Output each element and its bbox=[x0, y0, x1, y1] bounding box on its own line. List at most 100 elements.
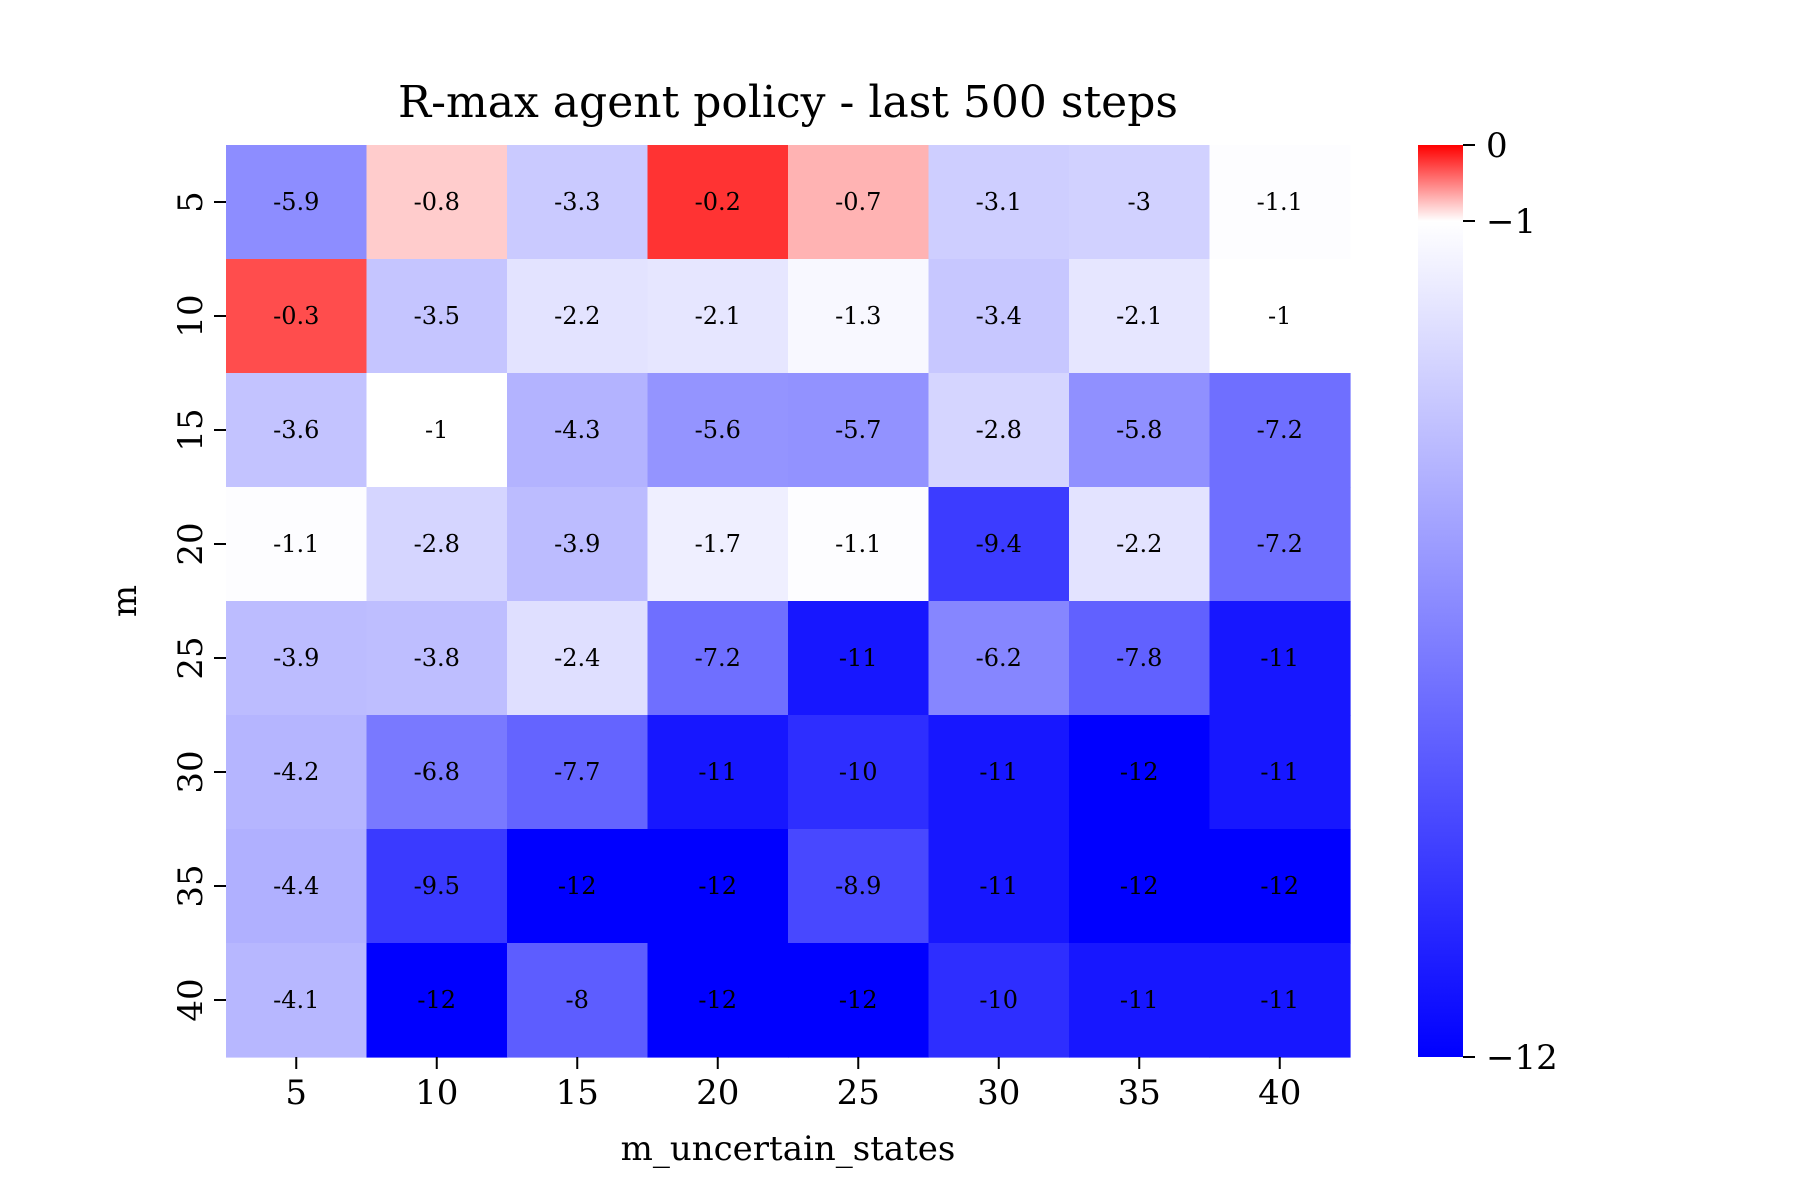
cell-value-label: -0.7 bbox=[835, 188, 881, 216]
heatmap-cell bbox=[788, 715, 930, 830]
cell-value-label: -11 bbox=[979, 758, 1018, 786]
heatmap-cell bbox=[1209, 943, 1351, 1058]
cell-value-label: -3.8 bbox=[414, 644, 460, 672]
cell-value-label: -5.8 bbox=[1116, 416, 1162, 444]
heatmap-cell bbox=[507, 373, 649, 488]
cell-value-label: -9.4 bbox=[976, 530, 1022, 558]
heatmap-cell bbox=[507, 943, 649, 1058]
x-tick-label: 10 bbox=[415, 1073, 458, 1113]
y-tick-label: 20 bbox=[171, 522, 211, 565]
heatmap-cell bbox=[928, 829, 1070, 944]
heatmap-cell bbox=[647, 487, 789, 602]
y-tick-label: 10 bbox=[171, 294, 211, 337]
cell-value-label: -11 bbox=[698, 758, 737, 786]
colorbar-tick-label: −1 bbox=[1486, 202, 1536, 242]
cell-value-label: -1.1 bbox=[273, 530, 319, 558]
cell-value-label: -4.1 bbox=[273, 986, 319, 1014]
cell-value-label: -2.2 bbox=[1116, 530, 1162, 558]
cell-value-label: -12 bbox=[558, 872, 597, 900]
x-tick-label: 35 bbox=[1118, 1073, 1161, 1113]
heatmap-cell bbox=[1209, 373, 1351, 488]
cell-value-label: -3 bbox=[1128, 188, 1151, 216]
cell-value-label: -2.2 bbox=[554, 302, 600, 330]
heatmap-cell bbox=[1069, 487, 1211, 602]
heatmap-cell bbox=[928, 145, 1070, 260]
y-tick-label: 15 bbox=[171, 408, 211, 451]
heatmap-cell bbox=[507, 259, 649, 374]
heatmap-cell bbox=[366, 145, 508, 260]
heatmap-cell bbox=[1209, 715, 1351, 830]
heatmap-cell bbox=[226, 943, 368, 1058]
heatmap-cell bbox=[647, 145, 789, 260]
cell-value-label: -8 bbox=[566, 986, 589, 1014]
heatmap-cell bbox=[788, 943, 930, 1058]
colorbar: 0 −1 −12 bbox=[1418, 126, 1558, 1078]
cell-value-label: -3.1 bbox=[976, 188, 1022, 216]
y-tick-label: 35 bbox=[171, 864, 211, 907]
heatmap-cell bbox=[366, 373, 508, 488]
heatmap-cell bbox=[1209, 487, 1351, 602]
heatmap-cell bbox=[366, 943, 508, 1058]
heatmap-cell bbox=[928, 715, 1070, 830]
heatmap-cell bbox=[1069, 145, 1211, 260]
chart-title: R-max agent policy - last 500 steps bbox=[398, 77, 1178, 128]
y-tick-label: 30 bbox=[171, 750, 211, 793]
cell-value-label: -12 bbox=[1120, 872, 1159, 900]
y-axis-label: m bbox=[105, 585, 145, 617]
colorbar-tick-label: −12 bbox=[1486, 1038, 1558, 1078]
cell-value-label: -3.3 bbox=[554, 188, 600, 216]
cell-value-label: -1.3 bbox=[835, 302, 881, 330]
cell-value-label: -1 bbox=[425, 416, 448, 444]
x-axis-label: m_uncertain_states bbox=[621, 1129, 956, 1169]
cell-value-label: -1.7 bbox=[695, 530, 741, 558]
cell-value-label: -7.2 bbox=[1257, 530, 1303, 558]
heatmap-cell bbox=[226, 715, 368, 830]
heatmap-cell bbox=[1069, 943, 1211, 1058]
cell-value-label: -2.8 bbox=[976, 416, 1022, 444]
heatmap-cell bbox=[928, 259, 1070, 374]
cell-value-label: -11 bbox=[979, 872, 1018, 900]
cell-value-label: -4.3 bbox=[554, 416, 600, 444]
heatmap-cells bbox=[226, 145, 1351, 1058]
cell-value-label: -1.1 bbox=[835, 530, 881, 558]
heatmap-cell bbox=[928, 943, 1070, 1058]
cell-labels: -5.9 -0.8 -3.3 -0.2 -0.7 -3.1 -3 -1.1 -0.3 -3.5 -2… bbox=[273, 188, 1303, 1014]
cell-value-label: -11 bbox=[1260, 644, 1299, 672]
heatmap-cell bbox=[788, 373, 930, 488]
heatmap-cell bbox=[366, 715, 508, 830]
y-tick-label: 5 bbox=[171, 191, 211, 213]
heatmap-cell bbox=[788, 601, 930, 716]
heatmap-cell bbox=[928, 487, 1070, 602]
cell-value-label: -11 bbox=[1120, 986, 1159, 1014]
heatmap-cell bbox=[647, 943, 789, 1058]
cell-value-label: -6.8 bbox=[414, 758, 460, 786]
heatmap-cell bbox=[788, 829, 930, 944]
y-tick-label: 25 bbox=[171, 636, 211, 679]
x-tick-label: 15 bbox=[556, 1073, 599, 1113]
cell-value-label: -11 bbox=[839, 644, 878, 672]
heatmap-cell bbox=[647, 715, 789, 830]
axes: 5 10 15 20 25 30 35 40 5 10 15 20 25 30 35 40 bbox=[171, 191, 1301, 1113]
cell-value-label: -10 bbox=[979, 986, 1018, 1014]
cell-value-label: -3.9 bbox=[273, 644, 319, 672]
heatmap-cell bbox=[928, 601, 1070, 716]
heatmap-cell bbox=[1209, 601, 1351, 716]
cell-value-label: -5.9 bbox=[273, 188, 319, 216]
cell-value-label: -2.1 bbox=[1116, 302, 1162, 330]
heatmap-cell bbox=[366, 487, 508, 602]
cell-value-label: -2.8 bbox=[414, 530, 460, 558]
heatmap-cell bbox=[226, 829, 368, 944]
cell-value-label: -7.2 bbox=[695, 644, 741, 672]
heatmap-cell bbox=[366, 259, 508, 374]
cell-value-label: -7.8 bbox=[1116, 644, 1162, 672]
heatmap-cell bbox=[366, 601, 508, 716]
heatmap-cell bbox=[788, 259, 930, 374]
cell-value-label: -8.9 bbox=[835, 872, 881, 900]
cell-value-label: -12 bbox=[1120, 758, 1159, 786]
cell-value-label: -11 bbox=[1260, 758, 1299, 786]
cell-value-label: -6.2 bbox=[976, 644, 1022, 672]
heatmap-cell bbox=[647, 259, 789, 374]
cell-value-label: -0.3 bbox=[273, 302, 319, 330]
cell-value-label: -1 bbox=[1268, 302, 1291, 330]
